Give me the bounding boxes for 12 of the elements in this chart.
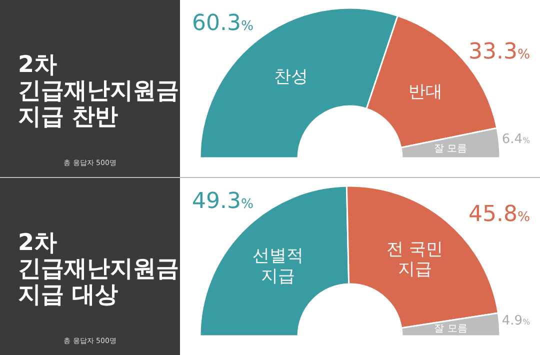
- data-label: 49.3%: [192, 189, 254, 214]
- data-label: 33.3%: [468, 40, 530, 65]
- text: 2차 긴급재난지원금 지급 찬반: [18, 52, 179, 130]
- slice-label: 찬성: [274, 66, 308, 87]
- text: 2차 긴급재난지원금 지급 대상: [18, 230, 179, 308]
- slice-label: 선별적 지급: [252, 246, 304, 287]
- slice-label: 반대: [408, 82, 443, 102]
- slice-label: 잘 모름: [434, 143, 468, 154]
- data-label: 45.8%: [468, 202, 530, 228]
- slice-label: 잘 모름: [434, 324, 468, 335]
- slice-label: 전 국민 지급: [386, 239, 444, 280]
- data-label: 60.3%: [192, 11, 254, 36]
